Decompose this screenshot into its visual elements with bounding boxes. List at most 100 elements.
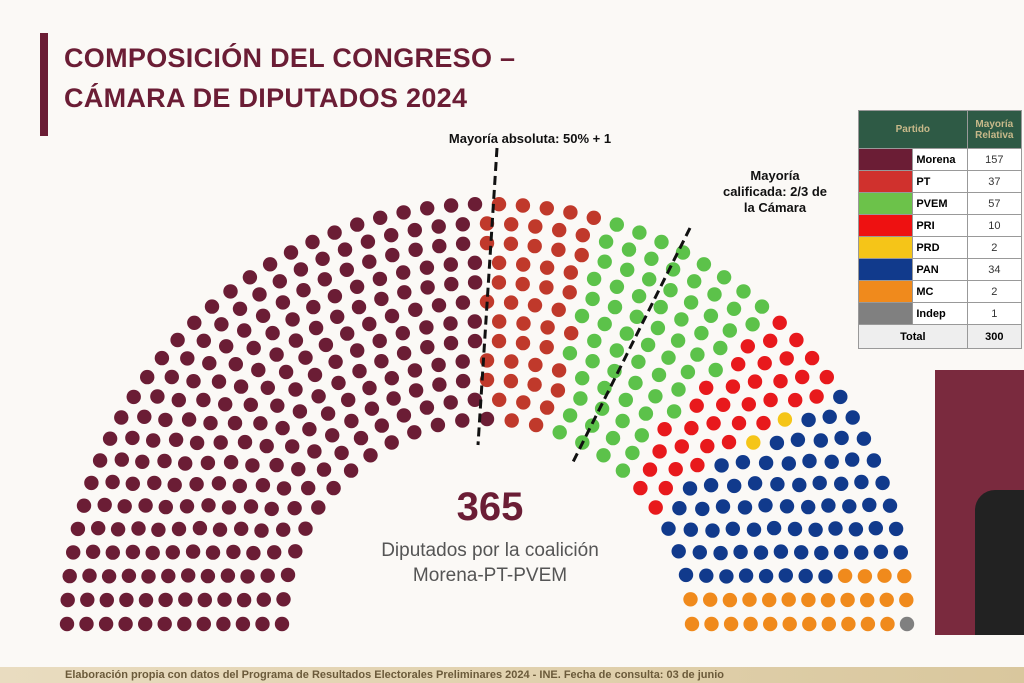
seat-morena: [331, 375, 346, 391]
seat-morena: [291, 462, 306, 477]
seat-pan: [737, 500, 753, 515]
seat-morena: [205, 545, 221, 560]
coalition-caption: Diputados por la coalición Morena-PT-PVE…: [330, 538, 650, 588]
seat-pvem: [585, 291, 600, 307]
seat-pan: [692, 545, 707, 560]
seat-morena: [179, 499, 195, 514]
seat-morena: [264, 501, 279, 517]
seat-pan: [808, 522, 823, 537]
seat-morena: [302, 422, 317, 437]
seat-pvem: [585, 354, 600, 369]
seat-pvem: [607, 299, 623, 315]
seat-pt: [503, 295, 519, 310]
seat-pt: [491, 197, 507, 212]
party-value: 37: [966, 170, 1023, 193]
seat-morena: [145, 545, 160, 561]
seat-pvem: [605, 430, 621, 446]
seat-pvem: [690, 347, 705, 362]
seat-morena: [455, 217, 470, 232]
seat-pvem: [642, 272, 657, 287]
seat-mc: [683, 592, 698, 607]
seat-morena: [296, 283, 311, 298]
seat-pri: [648, 500, 663, 515]
seat-pan: [778, 568, 793, 583]
seat-morena: [157, 616, 172, 632]
seat-morena: [307, 444, 322, 459]
seat-pvem: [713, 340, 728, 356]
seat-pt: [551, 363, 567, 378]
seat-morena: [276, 522, 291, 537]
seat-pvem: [674, 312, 689, 327]
seat-pan: [781, 456, 796, 471]
seat-pan: [834, 476, 849, 491]
seat-pan: [733, 544, 748, 560]
seat-morena: [432, 238, 447, 254]
seat-morena: [455, 373, 471, 389]
seat-pvem: [594, 401, 610, 416]
seat-morena: [62, 568, 77, 584]
seat-morena: [311, 500, 326, 515]
seat-pan: [787, 521, 803, 537]
party-color-swatch: [857, 302, 914, 325]
header-relative-majority: Mayoría Relativa: [966, 110, 1023, 149]
seat-pt: [479, 216, 495, 231]
seat-pri: [809, 389, 824, 404]
qualified-majority-label: Mayoría calificada: 2/3 de la Cámara: [722, 168, 828, 215]
total-row: Total 300: [858, 324, 1023, 349]
seat-morena: [420, 280, 435, 295]
seat-pvem: [696, 257, 712, 272]
seat-morena: [278, 364, 294, 380]
seat-morena: [165, 545, 180, 560]
seat-mc: [879, 592, 894, 607]
seat-pan: [882, 498, 898, 513]
seat-pt: [491, 275, 507, 290]
seat-pvem: [683, 295, 699, 310]
seat-mc: [877, 568, 892, 583]
seat-morena: [212, 522, 228, 537]
seat-morena: [455, 413, 470, 428]
seat-pri: [819, 369, 834, 385]
seat-morena: [226, 544, 241, 560]
seat-morena: [201, 498, 216, 513]
seat-pt: [564, 326, 579, 341]
seat-pt: [586, 210, 601, 225]
seat-morena: [196, 392, 211, 408]
seat-pt: [539, 201, 554, 216]
seat-morena: [223, 284, 238, 299]
seat-pt: [504, 217, 519, 232]
seat-morena: [395, 326, 410, 341]
seat-morena: [270, 398, 285, 413]
seat-morena: [243, 397, 258, 412]
party-color-swatch: [857, 258, 914, 281]
source-footer: Elaboración propia con datos del Program…: [0, 667, 1024, 683]
seat-morena: [232, 478, 247, 494]
seat-pvem: [609, 343, 624, 358]
seat-pvem: [661, 350, 676, 365]
seat-pvem: [587, 333, 602, 349]
seat-morena: [76, 498, 92, 513]
seat-morena: [70, 521, 86, 537]
seat-morena: [384, 435, 399, 450]
seat-pvem: [586, 271, 602, 287]
seat-morena: [301, 480, 316, 496]
seat-pri: [747, 374, 763, 389]
seat-morena: [137, 409, 152, 424]
seat-morena: [178, 456, 193, 471]
seat-morena: [276, 481, 292, 496]
seat-morena: [285, 312, 300, 327]
seat-morena: [158, 592, 173, 608]
seat-morena: [246, 340, 261, 356]
seat-morena: [203, 415, 218, 431]
seat-morena: [141, 569, 156, 584]
seat-pvem: [562, 346, 578, 361]
seat-morena: [233, 379, 249, 394]
table-row: PT 37: [857, 170, 1023, 193]
seat-morena: [157, 453, 172, 469]
seat-pri: [716, 397, 731, 412]
seat-morena: [196, 333, 211, 348]
seat-pvem: [615, 463, 631, 478]
seat-pt: [504, 354, 519, 369]
seat-pvem: [666, 404, 682, 419]
seat-pan: [888, 521, 904, 537]
seat-pvem: [650, 320, 666, 336]
